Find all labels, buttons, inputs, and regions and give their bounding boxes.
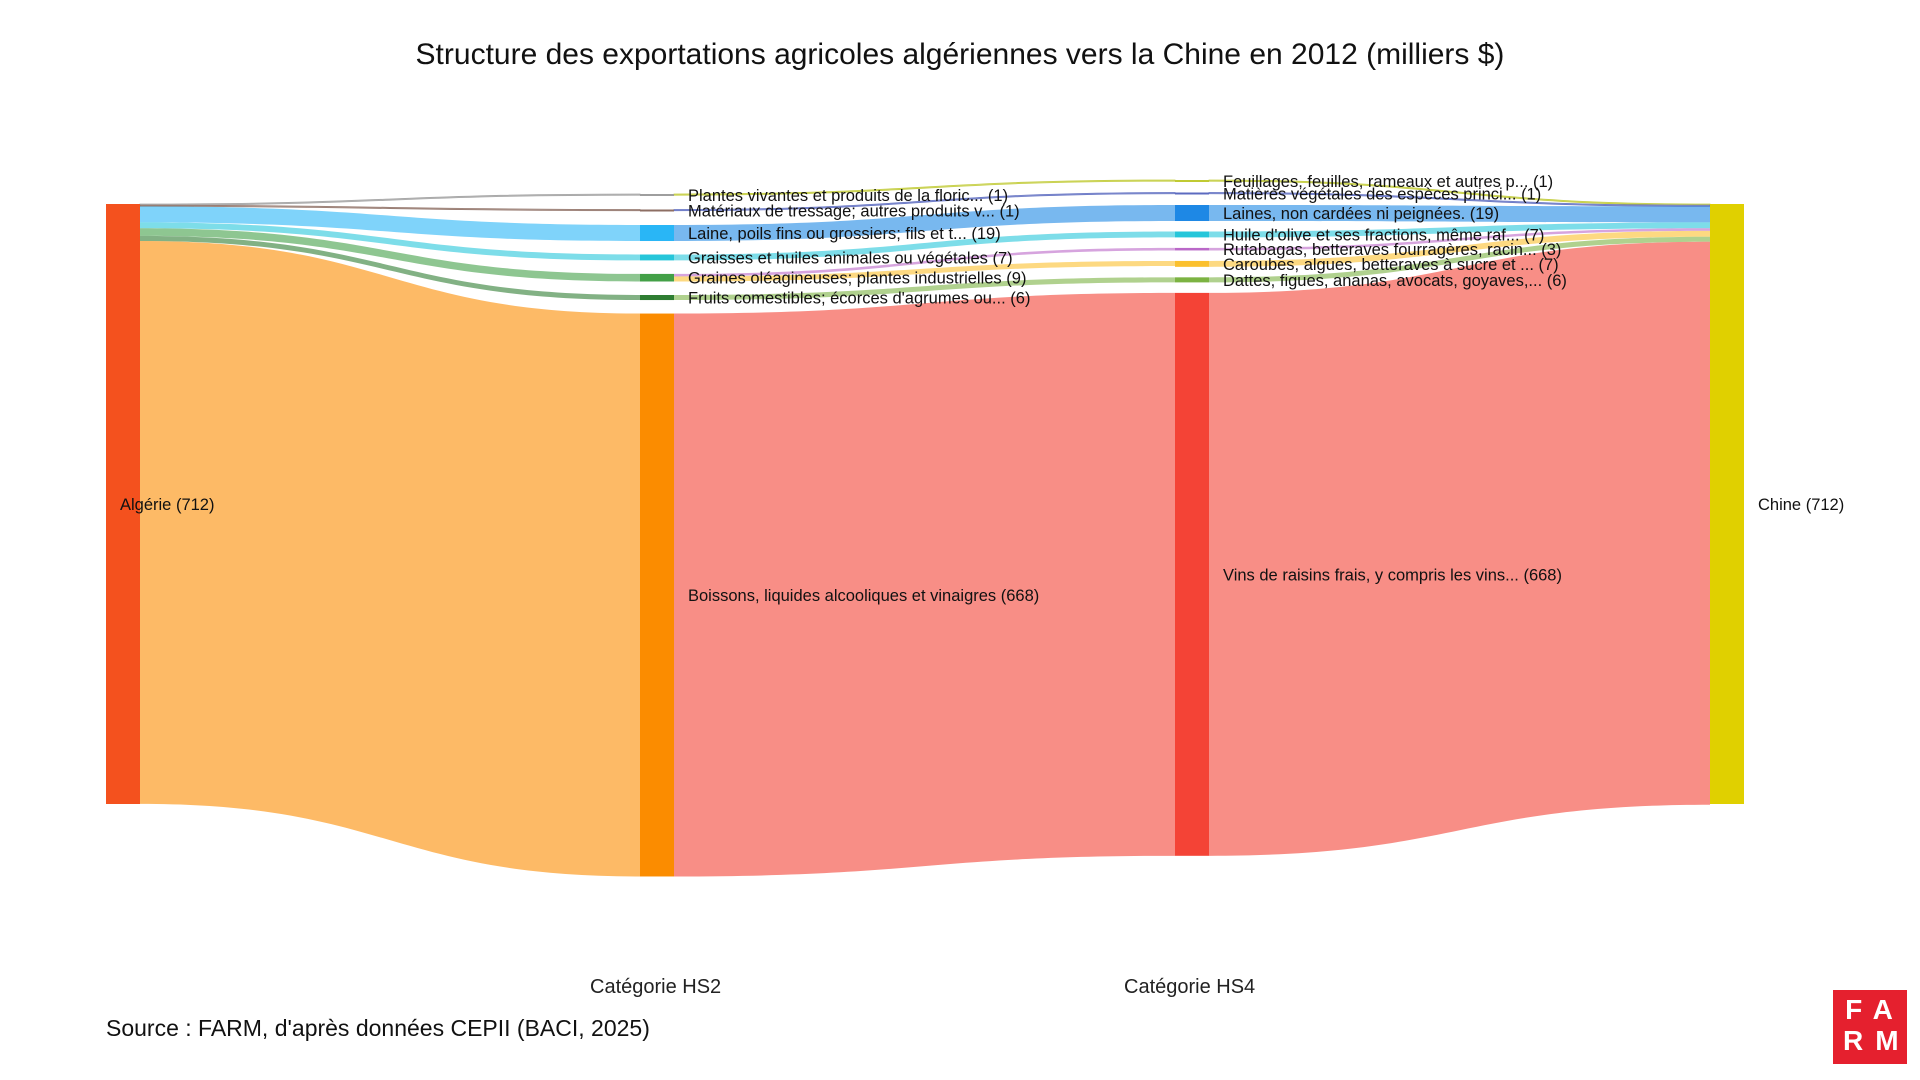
sankey-node-label-hs2_frui: Fruits comestibles; écorces d'agrumes ou… bbox=[688, 290, 1030, 308]
sankey-node-hs2_frui bbox=[640, 294, 674, 301]
column-label-hs2: Catégorie HS2 bbox=[590, 976, 722, 998]
sankey-node-label-alg: Algérie (712) bbox=[120, 496, 214, 514]
sankey-links bbox=[139, 179, 1711, 877]
sankey-node-hs4_mati bbox=[1175, 192, 1209, 195]
sankey-node-label-hs4_vins: Vins de raisins frais, y compris les vin… bbox=[1223, 566, 1562, 584]
sankey-node-label-hs2_tres: Matériaux de tressage; autres produits v… bbox=[688, 203, 1020, 221]
sankey-node-hs2_bois bbox=[640, 313, 674, 877]
sankey-node-label-hs2_grai: Graisses et huiles animales ou végétales… bbox=[688, 249, 1013, 267]
sankey-link-hs2_grai-hs4_huil bbox=[674, 231, 1175, 261]
sankey-node-label-hs4_mati: Matières végétales des espèces princi...… bbox=[1223, 186, 1541, 204]
sankey-node-label-hs4_ruta: Rutabagas, betteraves fourragères, racin… bbox=[1223, 241, 1561, 259]
sankey-link-hs4_ruta-chn bbox=[1209, 228, 1710, 251]
sankey-node-hs4_lain bbox=[1175, 205, 1209, 222]
farm-logo: FA RM bbox=[1833, 990, 1907, 1064]
sankey-link-alg-hs2_lain bbox=[140, 206, 640, 242]
sankey-node-label-chn: Chine (712) bbox=[1758, 496, 1844, 514]
sankey-node-label-hs4_feui: Feuillages, feuilles, rameaux et autres … bbox=[1223, 173, 1553, 191]
sankey-link-alg-hs2_grai bbox=[140, 222, 640, 261]
sankey-node-label-hs4_caro: Caroubes, algues, betteraves à sucre et … bbox=[1223, 256, 1559, 274]
sankey-node-hs4_feui bbox=[1175, 180, 1209, 182]
sankey-link-hs4_caro-chn bbox=[1209, 230, 1710, 267]
sankey-link-alg-hs2_frui bbox=[140, 235, 640, 301]
sankey-link-hs2_bois-hs4_vins bbox=[674, 292, 1175, 877]
sankey-nodes bbox=[106, 180, 1744, 877]
sankey-node-hs2_lain bbox=[640, 225, 674, 242]
sankey-labels: Algérie (712) Plantes vivantes et produit… bbox=[120, 173, 1844, 605]
sankey-link-hs2_lain-hs4_lain bbox=[674, 205, 1175, 242]
sankey-link-alg-hs2_bois bbox=[140, 240, 640, 877]
sankey-link-hs2_olea-hs4_ruta bbox=[674, 247, 1175, 277]
sankey-node-alg bbox=[106, 204, 140, 804]
sankey-link-hs4_vins-chn bbox=[1209, 241, 1710, 856]
sankey-node-label-hs2_flor: Plantes vivantes et produits de la flori… bbox=[688, 187, 1008, 205]
sankey-node-label-hs2_olea: Graines oléagineuses; plantes industriel… bbox=[688, 270, 1026, 288]
logo-line-1: FA bbox=[1845, 994, 1905, 1025]
sankey-node-hs2_flor bbox=[640, 194, 674, 196]
sankey-link-hs4_huil-chn bbox=[1209, 222, 1710, 238]
sankey-link-hs2_olea-hs4_caro bbox=[674, 260, 1175, 282]
sankey-node-hs4_datt bbox=[1175, 277, 1209, 283]
source-note: Source : FARM, d'après données CEPII (BA… bbox=[106, 1015, 650, 1041]
sankey-node-hs2_grai bbox=[640, 254, 674, 261]
logo-line-2: RM bbox=[1843, 1025, 1911, 1056]
sankey-node-hs2_olea bbox=[640, 273, 674, 282]
sankey-link-hs4_datt-chn bbox=[1209, 236, 1710, 283]
sankey-link-hs4_lain-chn bbox=[1209, 205, 1710, 223]
sankey-node-hs2_tres bbox=[640, 209, 674, 212]
sankey-node-label-hs2_bois: Boissons, liquides alcooliques et vinaig… bbox=[688, 587, 1039, 605]
sankey-node-hs4_ruta bbox=[1175, 247, 1209, 251]
sankey-link-alg-hs2_olea bbox=[140, 228, 640, 282]
sankey-node-label-hs4_lain: Laines, non cardées ni peignées. (19) bbox=[1223, 205, 1499, 223]
sankey-link-alg-hs2_flor bbox=[139, 193, 641, 206]
sankey-node-hs4_vins bbox=[1175, 292, 1209, 856]
column-label-hs4: Catégorie HS4 bbox=[1124, 976, 1256, 998]
sankey-node-label-hs4_datt: Dattes, figues, ananas, avocats, goyaves… bbox=[1223, 272, 1567, 290]
sankey-node-chn bbox=[1710, 204, 1744, 804]
sankey-node-hs4_caro bbox=[1175, 260, 1209, 267]
sankey-node-hs4_huil bbox=[1175, 231, 1209, 238]
sankey-node-label-hs4_huil: Huile d'olive et ses fractions, même raf… bbox=[1223, 226, 1544, 244]
sankey-link-hs2_frui-hs4_datt bbox=[674, 277, 1175, 301]
sankey-node-label-hs2_lain: Laine, poils fins ou grossiers; fils et … bbox=[688, 225, 1001, 243]
chart-title: Structure des exportations agricoles alg… bbox=[415, 38, 1505, 71]
